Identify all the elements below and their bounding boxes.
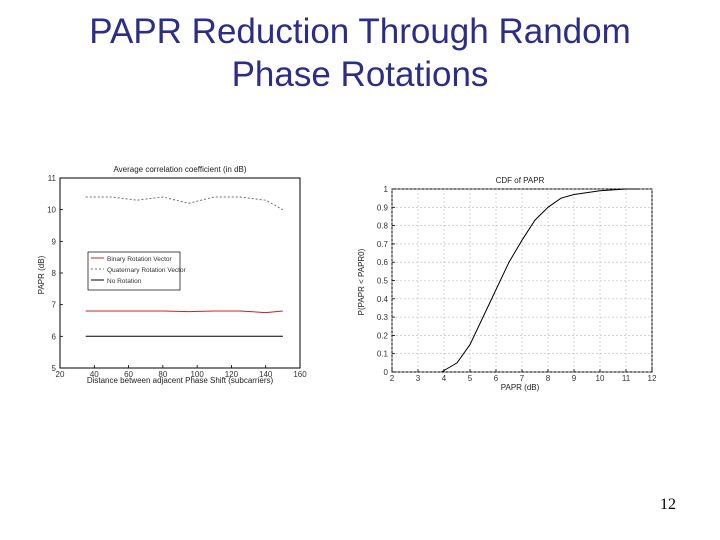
left-x-tick-label: 20	[56, 370, 65, 379]
right-chart-xlabel: PAPR (dB)	[501, 383, 540, 392]
left-y-tick-label: 7	[52, 301, 57, 310]
right-x-tick-label: 8	[546, 374, 551, 383]
left-x-tick-label: 80	[158, 370, 167, 379]
left-chart-title: Average correlation coefficient (in dB)	[113, 165, 246, 174]
right-x-tick-label: 3	[416, 374, 421, 383]
right-y-tick-label: 0.3	[377, 313, 389, 322]
right-x-tick-label: 2	[390, 374, 395, 383]
right-x-tick-label: 4	[442, 374, 447, 383]
left-x-tick-label: 60	[124, 370, 133, 379]
right-x-tick-label: 6	[494, 374, 499, 383]
right-y-tick-label: 0.6	[377, 258, 389, 267]
right-x-tick-label: 5	[468, 374, 473, 383]
right-x-tick-label: 10	[596, 374, 605, 383]
right-y-tick-label: 0.8	[377, 222, 389, 231]
right-y-tick-label: 0	[384, 368, 389, 377]
right-y-tick-label: 0.2	[377, 331, 389, 340]
right-chart-title: CDF of PAPR	[496, 176, 545, 185]
right-cdf-line	[441, 188, 639, 373]
right-y-tick-label: 0.7	[377, 240, 389, 249]
right-x-tick-label: 11	[622, 374, 631, 383]
left-y-tick-label: 8	[52, 269, 57, 278]
left-legend-label: Quaternary Rotation Vector	[107, 267, 187, 274]
left-chart-xlabel: Distance between adjacent Phase Shift (s…	[87, 376, 274, 385]
left-x-tick-label: 160	[293, 370, 307, 379]
left-y-tick-label: 6	[52, 332, 57, 341]
left-y-tick-label: 5	[52, 364, 57, 373]
left-legend-label: Binary Rotation Vector	[107, 256, 173, 263]
left-series-line	[85, 196, 284, 211]
page-number: 12	[660, 496, 676, 513]
left-legend-label: No Rotation	[107, 278, 142, 285]
right-x-tick-label: 7	[520, 374, 525, 383]
right-y-tick-label: 0.9	[377, 203, 389, 212]
left-x-tick-label: 120	[225, 370, 239, 379]
slide-title: PAPR Reduction Through Random Phase Rota…	[89, 12, 631, 94]
right-y-tick-label: 0.5	[377, 277, 389, 286]
right-chart-ylabel: P(PAPR < PAPR0)	[357, 248, 366, 315]
left-x-tick-label: 140	[259, 370, 273, 379]
left-x-tick-label: 40	[90, 370, 99, 379]
left-y-tick-label: 10	[47, 206, 56, 215]
right-y-tick-label: 0.4	[377, 295, 389, 304]
left-series-line	[85, 310, 283, 314]
right-y-tick-label: 0.1	[377, 350, 389, 359]
left-x-tick-label: 100	[190, 370, 204, 379]
left-y-tick-label: 11	[48, 174, 57, 183]
right-x-tick-label: 12	[648, 374, 657, 383]
right-x-tick-label: 9	[572, 374, 577, 383]
left-y-tick-label: 9	[52, 237, 57, 246]
right-y-tick-label: 1	[384, 185, 389, 194]
left-chart-ylabel: PAPR (dB)	[37, 255, 46, 294]
